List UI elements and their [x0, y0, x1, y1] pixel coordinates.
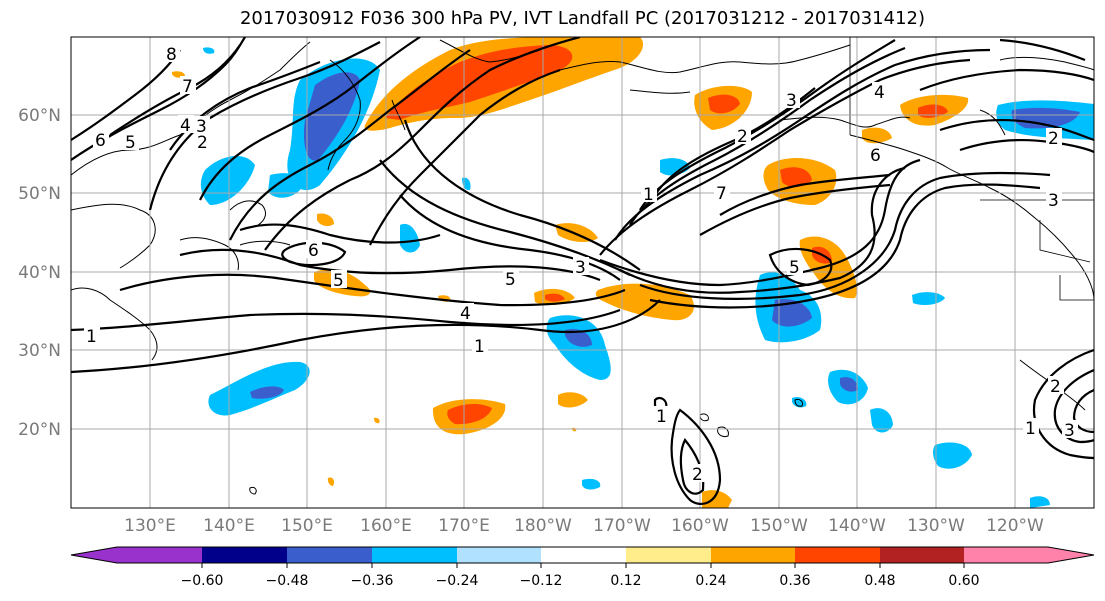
lat-label: 50°N	[18, 184, 61, 204]
colorbar-bin	[372, 547, 457, 563]
contour-label: 4	[460, 304, 471, 324]
map-frame	[70, 36, 1095, 509]
colorbar-bin	[964, 547, 1094, 563]
colorbar-tick-label: 0.36	[779, 573, 810, 589]
contour-label: 1	[474, 337, 485, 357]
contour-label: 5	[333, 271, 344, 291]
colorbar-bin	[626, 547, 711, 563]
colorbar-tick-label: 0.12	[610, 573, 641, 589]
contour-label: 8	[166, 45, 177, 65]
contour-label: 3	[1048, 191, 1059, 211]
lat-label: 40°N	[18, 263, 61, 283]
contour-label: 1	[643, 185, 654, 205]
colorbar-tick-label: 0.60	[948, 573, 979, 589]
lon-label: 140°E	[203, 516, 255, 536]
colorbar-bin	[287, 547, 372, 563]
colorbar-tick-label: 0.24	[695, 573, 726, 589]
contour-label: 1	[656, 407, 667, 427]
colorbar-tick-label: −0.12	[520, 573, 563, 589]
contour-labels: 8 7 6 5 4 3 2 1 6 5 5 4 3 1 5 1 2 3 4	[84, 44, 1078, 485]
lat-label: 30°N	[18, 341, 61, 361]
colorbar: −0.60 −0.48 −0.36 −0.24 −0.12 0.12 0.24 …	[70, 546, 1095, 589]
colorbar-tick-label: −0.24	[436, 573, 479, 589]
contour-label: 7	[716, 184, 727, 204]
lat-label: 60°N	[18, 106, 61, 126]
colorbar-bin	[457, 547, 541, 563]
lon-label: 120°W	[986, 516, 1044, 536]
colorbar-tick-label: −0.36	[351, 573, 394, 589]
contour-label: 1	[86, 327, 97, 347]
contour-label: 2	[692, 465, 703, 485]
contour-label: 6	[870, 146, 881, 166]
contour-label: 6	[308, 241, 319, 261]
lon-label: 180°W	[514, 516, 572, 536]
colorbar-bin	[202, 547, 287, 563]
contour-label: 3	[575, 258, 586, 278]
colorbar-bin	[711, 547, 795, 563]
colorbar-tick-label: −0.48	[266, 573, 309, 589]
lon-label: 150°E	[281, 516, 333, 536]
contour-label: 3	[786, 91, 797, 111]
colorbar-bin	[880, 547, 964, 563]
longitude-labels: 130°E 140°E 150°E 160°E 170°E 180°W 170°…	[124, 516, 1044, 536]
map-title: 2017030912 F036 300 hPa PV, IVT Landfall…	[239, 8, 926, 29]
contour-label: 2	[197, 133, 208, 153]
contour-label: 4	[874, 83, 885, 103]
contour-label: 3	[1064, 421, 1075, 441]
contour-label: 2	[1050, 377, 1061, 397]
colorbar-tick-label: −0.60	[181, 573, 224, 589]
contour-label: 2	[737, 127, 748, 147]
contour-label: 1	[1025, 419, 1036, 439]
contour-label: 5	[125, 133, 136, 153]
contour-label: 2	[1048, 129, 1059, 149]
contour-label: 7	[182, 77, 193, 97]
contour-label: 5	[505, 270, 516, 290]
lon-label: 130°W	[907, 516, 965, 536]
political-boundaries	[849, 37, 1094, 301]
lon-label: 140°W	[828, 516, 886, 536]
lon-label: 130°E	[124, 516, 176, 536]
lon-label: 160°E	[360, 516, 412, 536]
contour-label: 4	[180, 116, 191, 136]
contour-label: 3	[196, 117, 207, 137]
colorbar-tick-label: 0.48	[864, 573, 895, 589]
latitude-labels: 60°N 50°N 40°N 30°N 20°N	[18, 106, 61, 440]
colorbar-bin	[71, 547, 202, 563]
colorbar-outline	[70, 546, 1095, 564]
lon-label: 150°W	[750, 516, 808, 536]
lon-label: 160°W	[671, 516, 729, 536]
colorbar-bin	[795, 547, 880, 563]
islands	[249, 399, 803, 495]
lon-label: 170°E	[438, 516, 490, 536]
contour-label: 6	[95, 131, 106, 151]
contour-label: 5	[789, 258, 800, 278]
lat-label: 20°N	[18, 420, 61, 440]
colorbar-bin	[541, 547, 626, 563]
lon-label: 170°W	[593, 516, 651, 536]
